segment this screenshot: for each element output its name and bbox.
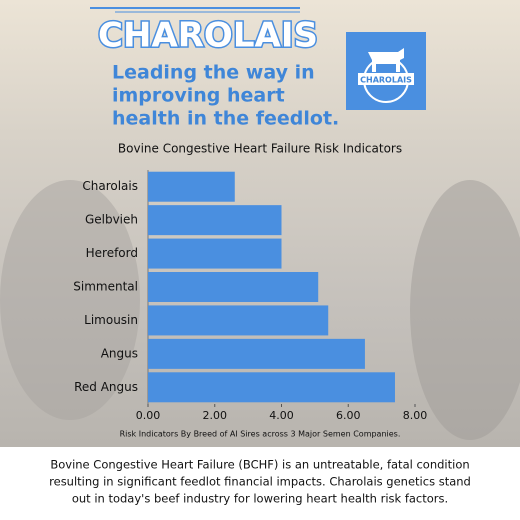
x-tick-label: 6.00: [336, 409, 361, 422]
x-tick-label: 0.00: [136, 409, 161, 422]
subtitle: improving heart: [112, 85, 285, 107]
y-tick-label: Gelbvieh: [85, 213, 138, 227]
x-tick-label: 8.00: [403, 409, 428, 422]
cow-silhouette: [0, 180, 140, 420]
chart-title: Bovine Congestive Heart Failure Risk Ind…: [118, 142, 402, 156]
bar: [148, 305, 329, 336]
bar: [148, 171, 235, 202]
footer-text: Bovine Congestive Heart Failure (BCHF) i…: [50, 458, 469, 472]
y-tick-label: Red Angus: [74, 380, 138, 394]
bar: [148, 238, 282, 269]
title: CHAROLAIS: [98, 16, 318, 56]
footer-panel: [0, 447, 520, 520]
x-tick-label: 4.00: [269, 409, 294, 422]
footer-text: out in today's beef industry for lowerin…: [72, 492, 448, 506]
bar: [148, 272, 319, 302]
subtitle: health in the feedlot.: [112, 108, 339, 130]
logo: CHAROLAIS: [346, 32, 426, 110]
x-tick-label: 2.00: [203, 409, 228, 422]
y-tick-label: Charolais: [82, 179, 138, 193]
bar: [148, 372, 395, 403]
bar: [148, 205, 282, 236]
cow-silhouette: [410, 180, 520, 440]
chart-note: Risk Indicators By Breed of AI Sires acr…: [120, 430, 401, 439]
subtitle: Leading the way in: [112, 62, 315, 84]
y-tick-label: Limousin: [84, 313, 138, 327]
y-tick-label: Simmental: [73, 280, 138, 294]
bar: [148, 338, 365, 369]
y-tick-label: Hereford: [86, 246, 138, 260]
logo-text: CHAROLAIS: [360, 76, 412, 85]
y-tick-label: Angus: [101, 346, 138, 360]
footer-text: resulting in significant feedlot financi…: [49, 475, 471, 489]
